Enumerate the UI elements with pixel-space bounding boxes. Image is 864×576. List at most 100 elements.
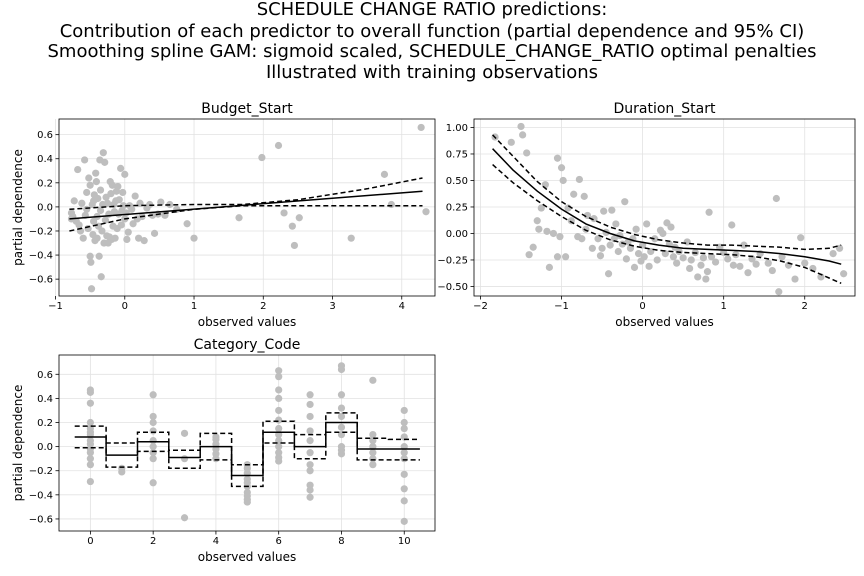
- data-point: [79, 234, 87, 242]
- data-point: [280, 209, 288, 217]
- data-point: [149, 455, 157, 463]
- data-point: [369, 449, 377, 457]
- data-point: [640, 253, 648, 261]
- data-point: [687, 256, 695, 264]
- data-point: [85, 174, 93, 182]
- data-point: [128, 205, 136, 213]
- data-point: [562, 253, 570, 261]
- data-point: [124, 228, 132, 236]
- y-tick-label: −0.50: [437, 282, 468, 293]
- y-tick-label: −0.4: [29, 251, 53, 262]
- data-point: [86, 418, 94, 427]
- x-tick-label: −2: [473, 301, 488, 312]
- y-tick-label: 0.75: [446, 149, 468, 160]
- data-point: [621, 198, 629, 206]
- data-point: [107, 190, 115, 198]
- x-tick-label: 6: [276, 536, 282, 547]
- confidence-interval-line: [492, 134, 842, 251]
- data-point: [288, 222, 296, 230]
- data-point: [630, 263, 639, 271]
- plot-area: [74, 362, 420, 525]
- y-tick-label: −0.4: [29, 490, 53, 501]
- data-point: [306, 461, 314, 469]
- data-point: [400, 406, 408, 415]
- x-tick-label: −1: [554, 301, 569, 312]
- data-point: [92, 178, 100, 186]
- data-point: [661, 250, 669, 258]
- data-point: [140, 237, 148, 245]
- data-point: [86, 477, 94, 486]
- data-point: [86, 399, 94, 407]
- figure-title-line: Contribution of each predictor to overal…: [60, 21, 805, 42]
- data-point: [778, 253, 786, 261]
- data-point: [123, 235, 131, 244]
- data-point: [724, 255, 732, 263]
- data-point: [400, 449, 408, 457]
- figure-title-line: Smoothing spline GAM: sigmoid scaled, SC…: [47, 41, 816, 62]
- panel-title: Category_Code: [194, 337, 301, 353]
- data-point: [337, 391, 346, 399]
- chart-panel-1: −1 0 1 2 3 4 −0.6 −0.4 −0.2 0.0 0.2 0.4 0.6 Budget_St…: [11, 101, 436, 329]
- data-point: [86, 252, 94, 260]
- data-point: [119, 188, 127, 197]
- data-point: [275, 406, 283, 415]
- axes-frame: [473, 118, 856, 297]
- data-point: [275, 373, 283, 381]
- data-point: [634, 250, 643, 258]
- data-point: [533, 217, 541, 225]
- data-point: [801, 259, 809, 267]
- y-tick-label: −0.25: [437, 255, 468, 266]
- data-point: [608, 206, 616, 214]
- data-point: [337, 450, 346, 458]
- data-point: [81, 156, 89, 164]
- data-point: [92, 169, 100, 177]
- y-axis-label: partial dependence: [11, 385, 25, 502]
- y-tick-label: 0.4: [37, 394, 53, 405]
- y-tick-label: 0.25: [446, 202, 468, 213]
- data-point: [146, 200, 154, 209]
- data-point: [290, 241, 299, 250]
- y-tick-label: 0.4: [37, 154, 53, 165]
- data-point: [180, 455, 189, 463]
- data-point: [707, 253, 716, 261]
- data-point: [400, 517, 408, 525]
- x-tick-label: 3: [329, 301, 335, 312]
- data-point: [115, 196, 123, 204]
- data-point: [275, 443, 283, 451]
- data-point: [190, 234, 198, 242]
- partial-dependence-line: [492, 148, 842, 265]
- data-point: [575, 175, 583, 184]
- data-point: [543, 227, 551, 235]
- data-point: [306, 391, 314, 399]
- data-point: [748, 255, 756, 263]
- data-point: [369, 461, 377, 469]
- data-point: [612, 220, 620, 228]
- data-point: [149, 391, 157, 399]
- data-point: [582, 225, 590, 233]
- data-point: [149, 479, 157, 487]
- data-point: [728, 221, 736, 229]
- x-tick-label: 1: [191, 301, 197, 312]
- x-tick-label: 2: [260, 301, 266, 312]
- data-point: [119, 202, 127, 210]
- data-point: [703, 268, 712, 276]
- data-point: [96, 186, 105, 194]
- data-point: [306, 449, 314, 457]
- data-point: [86, 461, 94, 469]
- data-point: [86, 455, 94, 463]
- data-point: [70, 197, 78, 205]
- data-point: [306, 467, 314, 475]
- data-point: [369, 376, 377, 384]
- data-point: [74, 165, 82, 174]
- y-axis-label: partial dependence: [11, 149, 25, 266]
- data-point: [702, 275, 710, 283]
- data-point: [556, 233, 564, 241]
- data-point: [606, 241, 614, 249]
- data-point: [705, 208, 713, 216]
- y-tick-label: 0.00: [446, 229, 468, 240]
- data-point: [400, 497, 408, 505]
- data-point: [604, 270, 613, 278]
- figure-title: SCHEDULE CHANGE RATIO predictions:Contri…: [47, 0, 816, 83]
- data-point: [180, 429, 189, 437]
- data-point: [559, 176, 567, 185]
